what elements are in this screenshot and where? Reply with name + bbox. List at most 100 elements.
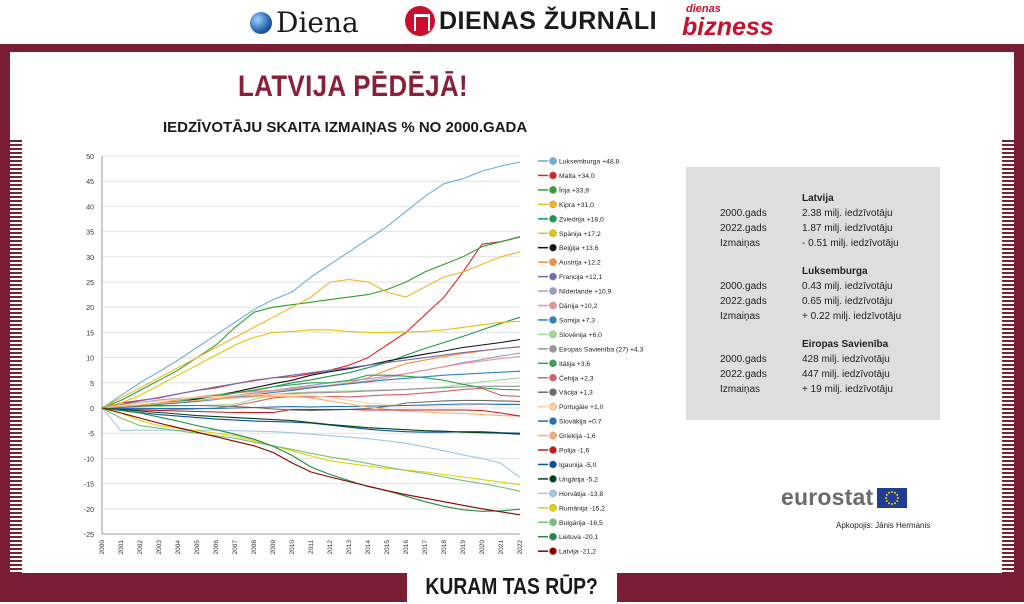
legend-flag-icon bbox=[549, 417, 557, 425]
page-subtitle: IEDZĪVOTĀJU SKAITA IZMAIŅAS % NO 2000.GA… bbox=[163, 119, 528, 136]
dz-emblem-icon bbox=[405, 6, 435, 36]
x-tick-label: 2017 bbox=[422, 540, 429, 555]
series-line bbox=[101, 407, 521, 512]
legend-flag-icon bbox=[549, 272, 557, 281]
x-tick-label: 2008 bbox=[251, 540, 258, 555]
y-tick-label: -25 bbox=[84, 532, 94, 539]
info-row-value: + 0.22 milj. iedzīvotāju bbox=[802, 311, 902, 322]
info-row-label: 2000.gads bbox=[720, 281, 767, 292]
x-tick-label: 2011 bbox=[308, 540, 315, 554]
x-tick-label: 2005 bbox=[194, 540, 201, 555]
series-line bbox=[101, 399, 521, 412]
x-tick-label: 2016 bbox=[403, 540, 410, 555]
bottom-banner: KURAM TAS RŪP? bbox=[407, 568, 617, 602]
legend-flag-icon bbox=[549, 359, 557, 368]
series-line bbox=[101, 393, 521, 409]
legend-flag-icon bbox=[549, 518, 557, 527]
legend-flag-icon bbox=[549, 330, 557, 339]
legend-flag-icon bbox=[549, 316, 557, 324]
series-line bbox=[101, 370, 521, 409]
legend-flag-icon bbox=[549, 243, 557, 252]
eurostat-logo-text: eurostat bbox=[781, 484, 874, 510]
legend-entry: Luksemburga +48,8 bbox=[559, 159, 619, 166]
x-tick-label: 2000 bbox=[99, 540, 106, 555]
legend-entry: Kipra +31,0 bbox=[559, 202, 594, 209]
x-tick-label: 2013 bbox=[346, 540, 353, 555]
x-tick-label: 2014 bbox=[365, 540, 372, 555]
legend-entry: Slovākija +0,7 bbox=[559, 419, 602, 426]
info-box: Latvija 2000.gads 2.38 milj. iedzīvotāju 20… bbox=[686, 167, 940, 420]
banner-text: KURAM TAS RŪP? bbox=[425, 573, 599, 599]
info-row: 2022.gads 0.65 milj. iedzīvotāju bbox=[686, 296, 940, 310]
info-row: Izmaiņas + 19 milj. iedzīvotāju bbox=[686, 384, 940, 398]
legend-flag-icon bbox=[549, 287, 557, 295]
legend-flag-icon bbox=[549, 460, 557, 469]
y-tick-label: -10 bbox=[84, 456, 94, 463]
info-row: Izmaiņas + 0.22 milj. iedzīvotāju bbox=[686, 311, 940, 325]
y-tick-label: 45 bbox=[86, 179, 94, 186]
series-line bbox=[101, 377, 521, 409]
x-tick-label: 2021 bbox=[498, 540, 505, 555]
info-row-label: Izmaiņas bbox=[720, 238, 761, 249]
info-block-title: Latvija bbox=[802, 193, 834, 204]
legend-entry: Īrija +33,9 bbox=[559, 186, 589, 194]
info-row-value: + 19 milj. iedzīvotāju bbox=[802, 384, 893, 395]
legend-flag-icon bbox=[549, 446, 557, 454]
legend-entry: Slovēnija +6,0 bbox=[559, 332, 602, 339]
x-tick-label: 2006 bbox=[213, 540, 220, 555]
info-row-label: Izmaiņas bbox=[720, 311, 761, 322]
legend-entry: Vācija +1,3 bbox=[559, 390, 593, 397]
y-tick-label: 20 bbox=[86, 305, 94, 312]
legend-flag-icon bbox=[549, 171, 557, 180]
info-row-value: 0.43 milj. iedzīvotāju bbox=[802, 281, 893, 292]
diena-logo[interactable]: Diena bbox=[250, 6, 359, 39]
series-line bbox=[101, 316, 521, 409]
db-logo-text: bizness bbox=[682, 13, 774, 41]
series-line bbox=[101, 161, 521, 409]
left-stripes bbox=[10, 138, 22, 578]
series-line bbox=[101, 407, 521, 516]
y-tick-label: 50 bbox=[86, 154, 94, 161]
legend-flag-icon bbox=[549, 215, 557, 223]
x-tick-label: 2019 bbox=[460, 540, 467, 555]
info-row: 2022.gads 1.87 milj. iedzīvotāju bbox=[686, 223, 940, 237]
legend-entry: Eiropas Savienība (27) +4,3 bbox=[559, 346, 644, 353]
y-tick-label: 5 bbox=[90, 381, 94, 388]
dienas-zurnali-logo[interactable]: DIENAS ŽURNĀLI bbox=[405, 6, 657, 36]
info-row: 2022.gads 447 milj. iedzīvotāju bbox=[686, 369, 940, 383]
series-line bbox=[101, 320, 521, 409]
info-row-label: Izmaiņas bbox=[720, 384, 761, 395]
legend-flag-icon bbox=[549, 301, 557, 310]
legend-entry: Somija +7,3 bbox=[559, 317, 595, 324]
legend-entry: Lietuva -20,1 bbox=[559, 534, 599, 541]
y-tick-label: -5 bbox=[88, 431, 94, 438]
info-block-title: Eiropas Savienība bbox=[802, 339, 889, 350]
eurostat-logo[interactable]: eurostat bbox=[781, 484, 908, 511]
legend-entry: Ungārija -5,2 bbox=[559, 476, 598, 483]
series-line bbox=[101, 407, 521, 435]
info-row-value: 428 milj. iedzīvotāju bbox=[802, 354, 890, 365]
legend-entry: Horvātija -13,8 bbox=[559, 491, 603, 498]
x-tick-label: 2020 bbox=[479, 540, 486, 555]
legend-flag-icon bbox=[549, 402, 557, 411]
db-logo-small: dienas bbox=[686, 3, 721, 15]
legend-entry: Spānija +17,2 bbox=[559, 231, 601, 238]
legend-flag-icon bbox=[549, 532, 557, 541]
legend-flag-icon bbox=[549, 475, 557, 483]
x-tick-label: 2004 bbox=[175, 540, 182, 555]
info-row-value: 2.38 milj. iedzīvotāju bbox=[802, 208, 893, 219]
series-line bbox=[101, 407, 521, 486]
info-row-label: 2022.gads bbox=[720, 296, 767, 307]
legend-flag-icon bbox=[549, 503, 557, 512]
series-line bbox=[101, 346, 521, 409]
y-tick-label: 30 bbox=[86, 255, 94, 262]
dienas-bizness-logo[interactable]: dienas bizness bbox=[682, 3, 774, 41]
legend-entry: Itālija +3,6 bbox=[559, 361, 590, 368]
info-row-label: 2000.gads bbox=[720, 354, 767, 365]
legend-flag-icon bbox=[549, 200, 557, 209]
y-tick-label: 25 bbox=[86, 280, 94, 287]
header: Diena DIENAS ŽURNĀLI dienas bizness bbox=[0, 0, 1024, 44]
legend-entry: Francija +12,1 bbox=[559, 274, 602, 281]
x-tick-label: 2001 bbox=[118, 540, 125, 555]
info-row: 2000.gads 428 milj. iedzīvotāju bbox=[686, 354, 940, 368]
